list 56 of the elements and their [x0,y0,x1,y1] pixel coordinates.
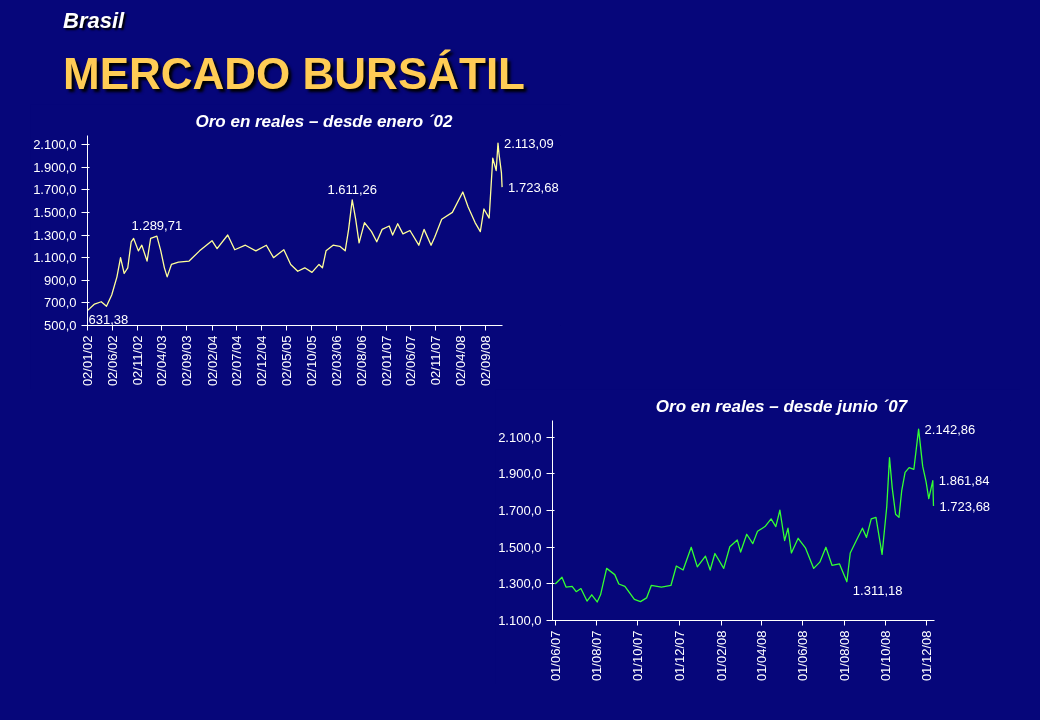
x-tick-label: 01/04/08 [754,630,770,682]
annotation: 1.289,71 [131,218,183,234]
text: Brasil [63,7,125,35]
text: MERCADO BURSÁTIL [63,48,525,100]
x-tick-label: 02/04/08 [453,335,469,387]
x-tick-label: 02/01/02 [80,335,95,387]
y-tick-label: 1.100,0 [33,250,77,266]
annotation: 1.861,84 [938,473,990,489]
y-tick-label: 1.900,0 [33,159,77,175]
x-tick-label: 02/01/07 [378,335,394,387]
chart-title: Oro en reales – desde junio ´07 [655,396,909,416]
x-tick-label: 02/04/03 [154,335,170,387]
y-tick-label: 2.100,0 [498,429,542,445]
x-tick-label: 02/12/04 [254,335,270,387]
x-tick-label: 02/02/04 [204,335,220,387]
x-tick-label: 02/11/07 [428,335,444,386]
annotation: 2.142,86 [924,421,976,437]
x-tick-label: 01/12/07 [671,630,687,682]
y-tick-label: 1.700,0 [33,182,77,198]
annotation: 1.723,68 [508,179,559,195]
x-tick-label: 02/09/03 [179,335,195,387]
x-tick-label: 02/11/02 [129,335,145,386]
x-tick-label: 01/12/08 [919,630,935,682]
x-tick-label: 02/06/02 [104,335,120,387]
y-tick-label: 1.300,0 [498,576,542,592]
annotation: 1.611,26 [327,181,378,197]
line-series [87,142,503,312]
x-tick-label: 02/06/07 [403,335,419,387]
y-tick-label: 1.700,0 [498,502,542,518]
x-tick-label: 01/08/07 [588,630,604,682]
y-tick-label: 1.300,0 [33,227,77,243]
x-tick-label: 01/08/08 [836,630,852,682]
y-tick-label: 1.100,0 [498,613,542,628]
x-tick-label: 01/06/07 [547,630,563,682]
annotation: 1.723,68 [939,498,991,514]
x-tick-label: 01/10/08 [877,630,893,682]
y-tick-label: 500,0 [43,318,77,333]
y-tick-label: 1.500,0 [498,539,542,555]
x-tick-label: 01/10/07 [630,630,646,682]
y-tick-label: 900,0 [43,272,77,288]
x-tick-label: 01/06/08 [795,630,811,682]
x-tick-label: 02/08/06 [353,335,369,387]
y-tick-label: 2.100,0 [33,137,77,153]
x-tick-label: 01/02/08 [713,630,729,682]
chart-title: Oro en reales – desde enero ´02 [195,111,454,131]
x-tick-label: 02/05/05 [278,335,294,387]
x-tick-label: 02/03/06 [328,335,344,387]
y-tick-label: 1.500,0 [33,204,77,220]
y-tick-label: 1.900,0 [498,466,542,482]
y-tick-label: 700,0 [43,295,77,311]
annotation: 2.113,09 [503,135,554,151]
annotation: 631,38 [88,311,129,327]
x-tick-label: 02/10/05 [303,335,319,387]
x-tick-label: 02/09/08 [478,335,494,387]
x-tick-label: 02/07/04 [229,335,245,387]
annotation: 1.311,18 [852,582,903,598]
